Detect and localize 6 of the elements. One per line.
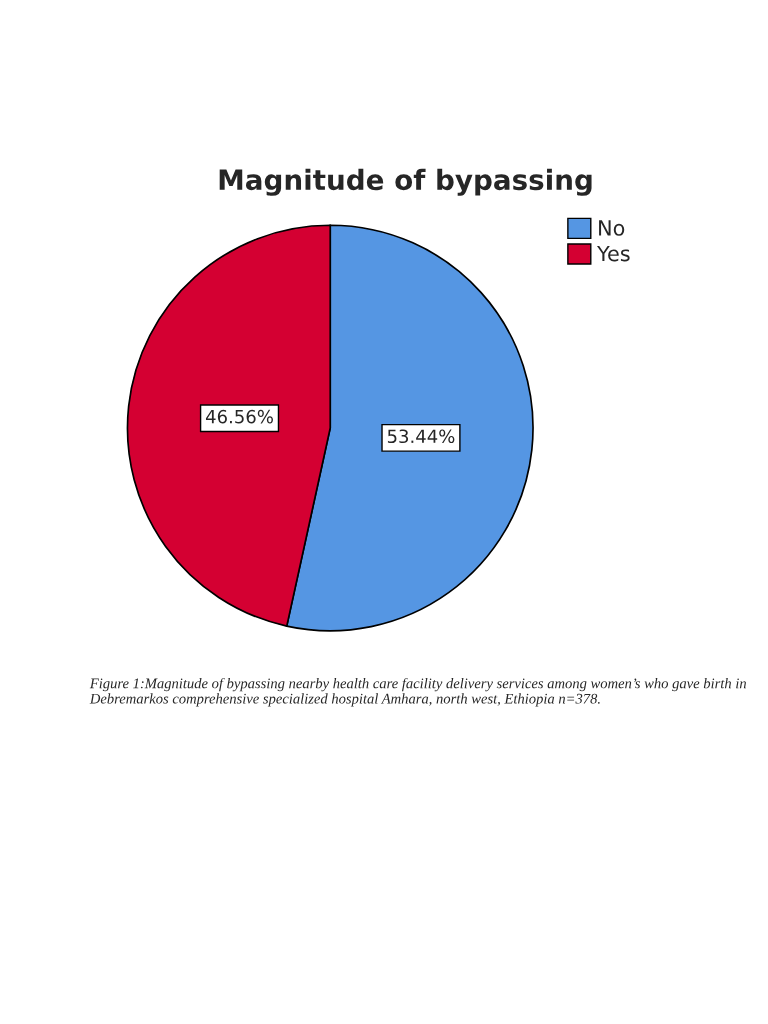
data-label: 46.56% bbox=[205, 409, 273, 424]
caption: Figure 1:Magnitude of bypassing nearby health care facility delivery services among women’s who gave birth in Debremarkos comprehensive specialized hospital Amhara, north west, Ethiopia n=378. bbox=[89, 677, 747, 707]
legend-label: Yes bbox=[596, 245, 630, 262]
data-label: 53.44% bbox=[387, 429, 455, 444]
legend-label: No bbox=[599, 220, 625, 236]
chart-title: Magnitude of bypassing bbox=[219, 168, 592, 196]
